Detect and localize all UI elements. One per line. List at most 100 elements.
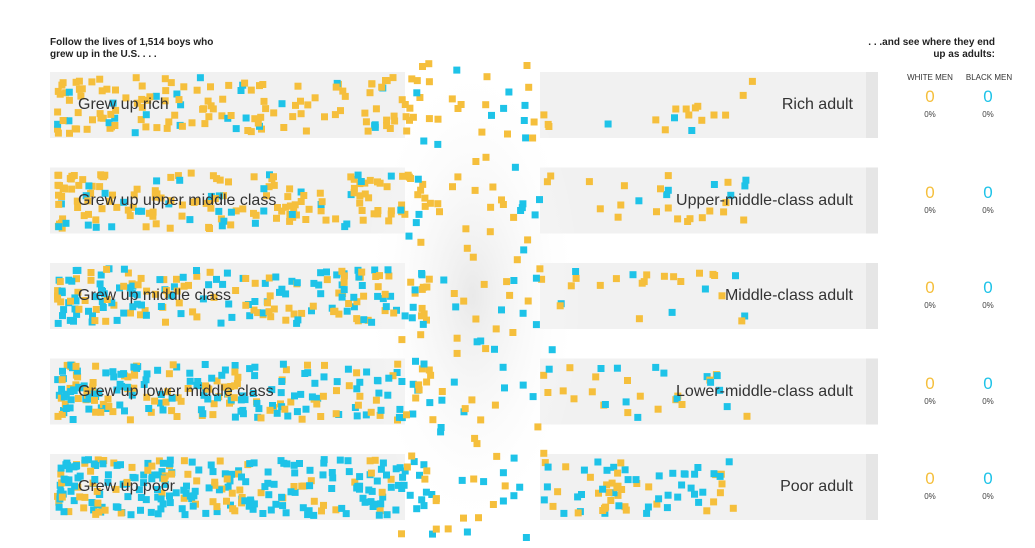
black-man-dot: [290, 461, 298, 469]
black-man-dot: [540, 496, 548, 504]
black-man-dot: [532, 274, 540, 282]
white-man-dot: [427, 371, 435, 379]
black-man-dot: [399, 473, 407, 481]
black-man-dot: [392, 465, 400, 473]
white-man-dot: [365, 194, 373, 202]
black-man-dot: [341, 223, 349, 231]
intro-right: . . .and see where they end up as adults…: [868, 37, 995, 61]
white-man-dot: [389, 372, 397, 380]
white-man-dot: [282, 366, 290, 374]
black-man-dot: [306, 466, 314, 474]
white-man-dot: [345, 300, 353, 307]
black-man-dot: [89, 312, 96, 320]
black-man-dot: [310, 511, 318, 519]
intro-left-line1: Follow the lives of 1,514 boys who: [50, 37, 214, 48]
white-man-dot: [93, 487, 101, 495]
white-man-dot: [63, 361, 71, 369]
white-man-dot: [169, 361, 177, 369]
white-man-dot: [339, 290, 347, 297]
black-man-dot: [548, 346, 556, 354]
white-man-dot: [592, 373, 600, 381]
black-man-dot: [664, 186, 672, 194]
white-man-dot: [292, 101, 299, 109]
black-man-dot: [663, 504, 671, 512]
white-man-dot: [83, 125, 91, 133]
black-man-dot: [214, 394, 221, 402]
white-man-dot: [524, 297, 532, 305]
black-man-dot: [315, 281, 323, 289]
black-man-dot: [101, 189, 109, 197]
white-man-dot: [265, 183, 273, 191]
white-man-dot: [353, 315, 361, 323]
white-man-dot: [199, 105, 207, 113]
white-man-dot: [270, 173, 277, 181]
white-man-dot: [359, 216, 367, 224]
black-man-dot: [723, 403, 731, 411]
black-man-dot: [328, 485, 336, 492]
black-man-dot: [246, 460, 254, 468]
white-man-dot: [178, 122, 186, 130]
black-man-dot: [629, 271, 637, 279]
white-man-dot: [540, 449, 548, 457]
black-man-dot: [293, 408, 301, 416]
white-man-dot: [316, 189, 324, 197]
black-man-dot: [202, 509, 210, 517]
white-man-dot: [415, 386, 423, 394]
black-man-dot: [383, 471, 390, 479]
black-man-dot: [499, 497, 507, 505]
black-man-dot: [501, 384, 508, 392]
white-man-dot: [331, 111, 339, 119]
white-man-dot: [486, 228, 494, 236]
black-man-dot: [157, 399, 164, 407]
black-man-dot: [358, 282, 366, 289]
white-man-dot: [87, 190, 95, 197]
white-man-dot: [297, 198, 305, 205]
black-man-dot: [72, 267, 80, 274]
white-man-dot: [174, 172, 182, 180]
white-man-dot: [421, 475, 429, 483]
white-man-dot: [398, 530, 405, 538]
black-man-dot: [357, 178, 365, 185]
white-man-dot: [685, 111, 693, 119]
white-man-dot: [193, 477, 201, 485]
black-man-dot: [511, 163, 519, 171]
white-man-dot: [152, 220, 160, 228]
black-man-dot: [172, 489, 180, 497]
white-man-dot: [201, 120, 209, 128]
black-man-dot: [142, 311, 150, 319]
black-man-dot: [131, 474, 139, 482]
white-man-dot: [127, 309, 134, 317]
black-man-dot: [224, 483, 232, 491]
black-man-dot: [157, 505, 165, 513]
white-man-dot: [460, 514, 467, 522]
white-man-dot: [133, 185, 141, 193]
white-man-dot: [209, 105, 217, 113]
black-man-dot: [329, 474, 337, 482]
white-man-dot: [74, 204, 82, 211]
white-man-dot: [585, 178, 593, 186]
black-man-dot: [311, 379, 319, 387]
white-man-dot: [73, 197, 81, 205]
white-man-dot: [260, 97, 268, 105]
white-man-dot: [448, 95, 456, 103]
black-man-dot: [241, 497, 249, 505]
black-man-dot: [246, 312, 254, 320]
white-man-dot: [180, 494, 188, 502]
white-man-dot: [167, 173, 175, 181]
black-man-dot: [250, 459, 258, 467]
white-man-dot: [59, 215, 67, 223]
white-man-dot: [718, 480, 726, 488]
black-man-dot: [374, 292, 382, 300]
white-man-dot: [489, 183, 497, 191]
black-man-dot: [610, 489, 618, 497]
black-man-dot: [412, 219, 420, 227]
black-man-dot: [124, 493, 132, 501]
white-man-dot: [633, 480, 641, 487]
black-man-dot: [395, 413, 403, 421]
black-man-dot: [411, 286, 419, 294]
white-man-dot: [358, 207, 366, 214]
black-man-dot: [359, 494, 367, 502]
white-man-dot: [71, 125, 79, 133]
white-man-dot: [423, 283, 431, 291]
black-man-dot: [398, 485, 406, 492]
